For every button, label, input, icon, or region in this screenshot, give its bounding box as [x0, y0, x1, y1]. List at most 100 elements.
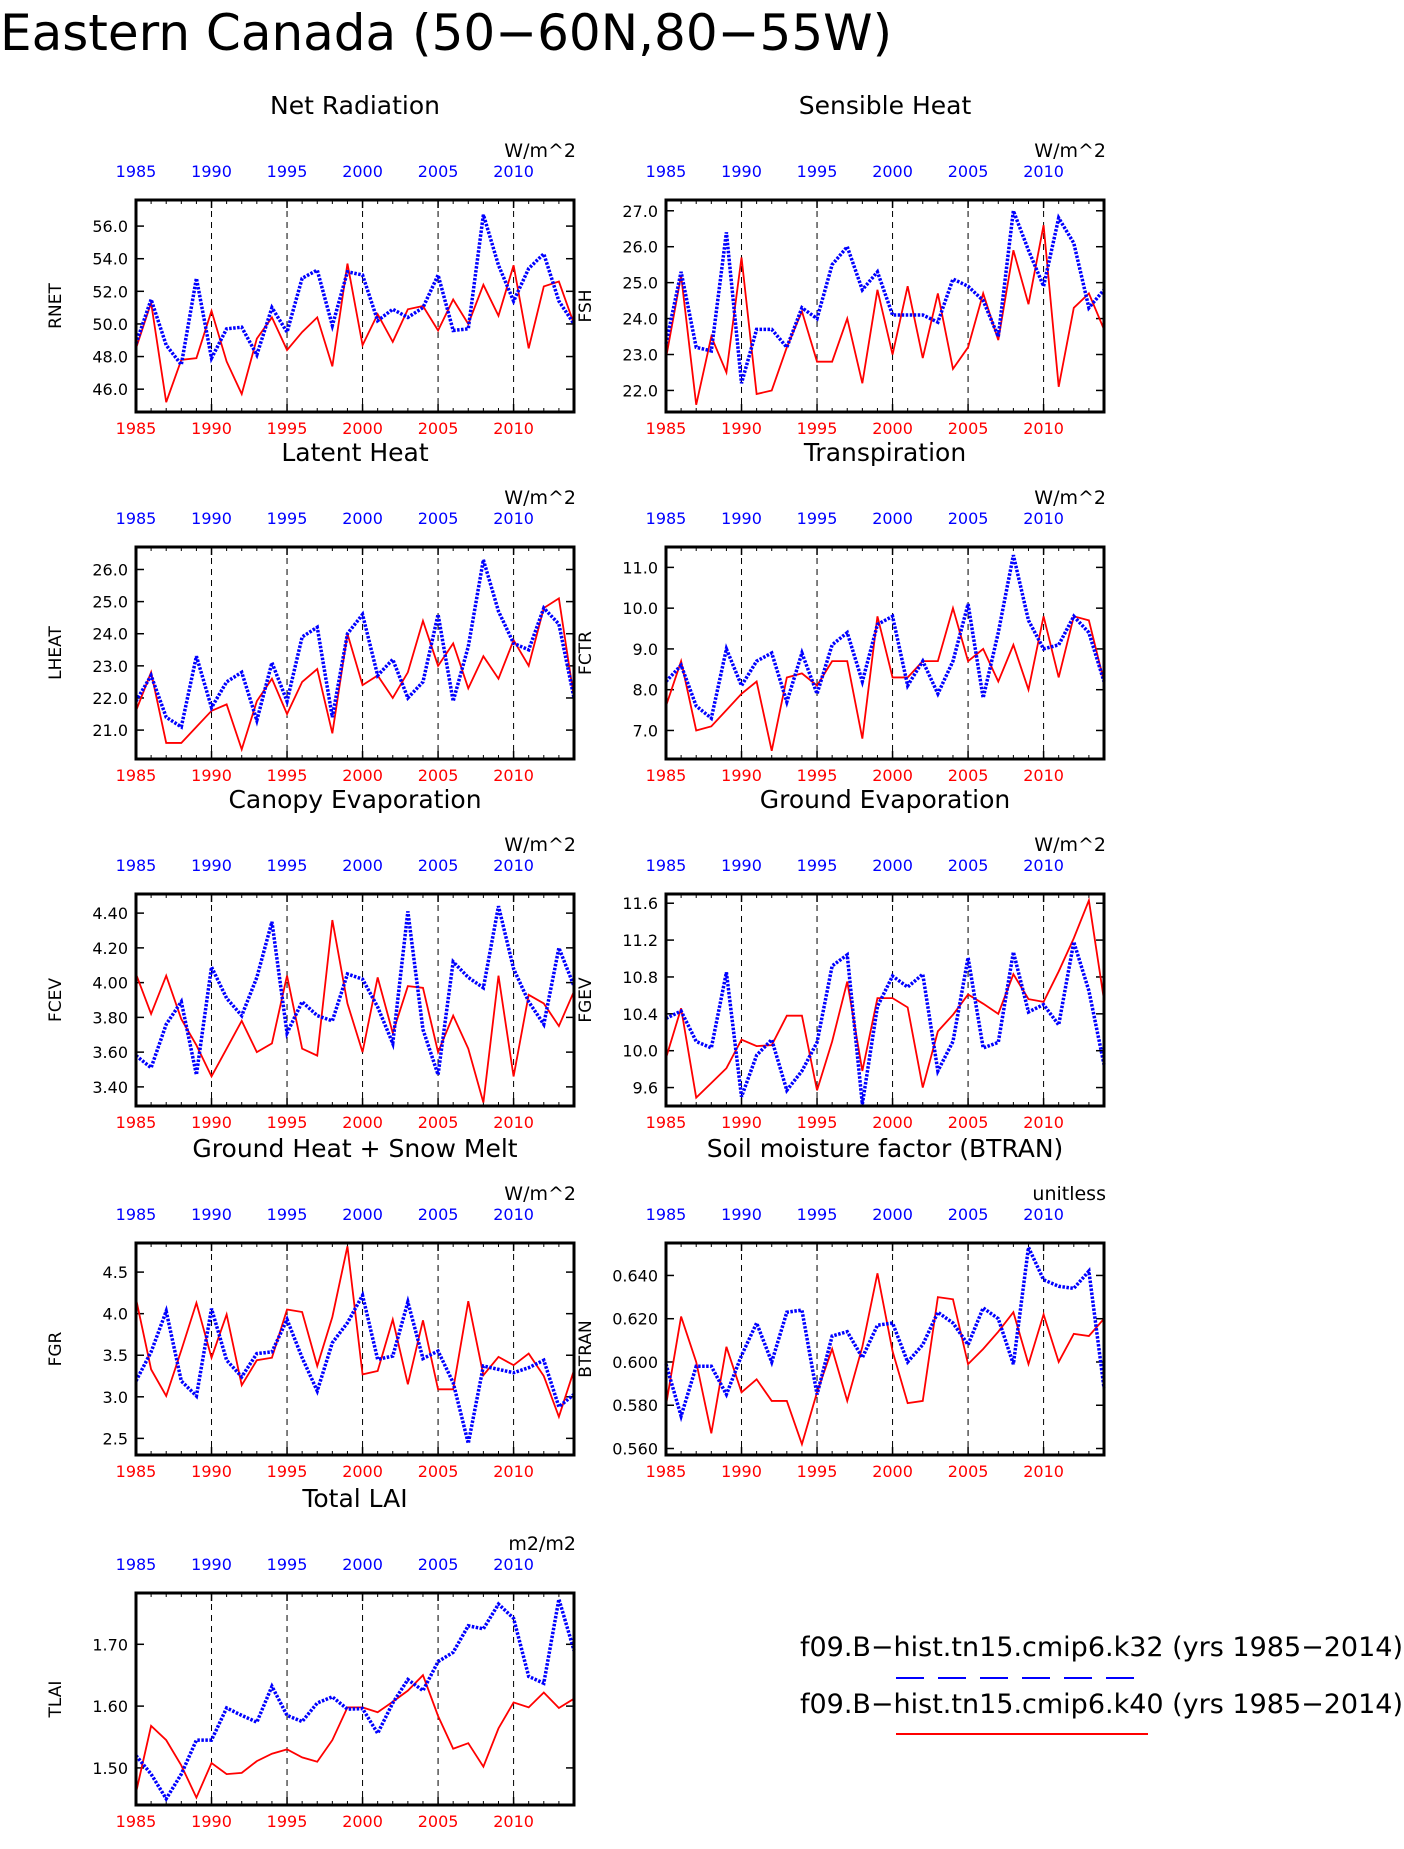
- x-tick-label-top: 1995: [267, 162, 308, 181]
- y-tick-label: 7.0: [633, 721, 658, 740]
- y-axis-label: FSH: [576, 289, 596, 322]
- x-tick-label-bottom: 2010: [493, 1113, 534, 1132]
- y-tick-label: 24.0: [622, 310, 658, 329]
- x-tick-label-top: 1985: [116, 509, 157, 528]
- y-tick-label: 0.620: [612, 1310, 658, 1329]
- x-tick-label-bottom: 1990: [191, 1812, 232, 1831]
- x-tick-label-top: 2000: [872, 509, 913, 528]
- x-tick-label-top: 1990: [191, 1205, 232, 1224]
- y-tick-label: 23.0: [622, 346, 658, 365]
- x-tick-label-top: 2010: [1023, 1205, 1064, 1224]
- legend: f09.B−hist.tn15.cmip6.k32 (yrs 1985−2014…: [800, 1632, 1403, 1735]
- units-label: W/m^2: [504, 487, 576, 509]
- chart-title: Transpiration: [803, 438, 966, 467]
- x-tick-label-top: 2000: [872, 856, 913, 875]
- y-tick-label: 3.5: [103, 1346, 128, 1365]
- x-tick-label-bottom: 2005: [418, 1113, 459, 1132]
- y-tick-label: 25.0: [92, 593, 128, 612]
- y-axis-label: FCEV: [46, 978, 66, 1022]
- x-tick-label-top: 1995: [267, 1205, 308, 1224]
- x-tick-label-bottom: 1990: [191, 1462, 232, 1481]
- x-tick-label-bottom: 1985: [646, 1113, 687, 1132]
- page-title: Eastern Canada (50−60N,80−55W): [0, 4, 892, 62]
- x-tick-label-top: 2010: [1023, 509, 1064, 528]
- y-tick-label: 52.0: [92, 282, 128, 301]
- x-tick-label-bottom: 1995: [267, 1462, 308, 1481]
- y-axis-label: FGR: [46, 1331, 66, 1366]
- y-tick-label: 54.0: [92, 250, 128, 269]
- series-line-k40: [665, 224, 1105, 406]
- x-tick-label-top: 2005: [948, 162, 989, 181]
- x-tick-label-top: 1985: [646, 509, 687, 528]
- chart-title: Latent Heat: [281, 438, 429, 467]
- series-line-k40: [135, 1673, 575, 1800]
- x-tick-label-bottom: 2010: [1023, 1462, 1064, 1481]
- x-tick-label-top: 1985: [116, 1205, 157, 1224]
- x-tick-label-bottom: 1995: [797, 1113, 838, 1132]
- y-axis-label: FCTR: [576, 631, 596, 675]
- series-line-k32: [134, 1598, 576, 1803]
- series-line-k32: [134, 214, 576, 369]
- y-tick-label: 3.0: [103, 1388, 128, 1407]
- plot-frame: [134, 545, 576, 761]
- series-line-k32: [665, 941, 1106, 1105]
- units-label: W/m^2: [1034, 140, 1106, 162]
- x-tick-label-bottom: 2005: [948, 1462, 989, 1481]
- x-tick-label-top: 1995: [797, 856, 838, 875]
- y-tick-label: 23.0: [92, 657, 128, 676]
- x-tick-label-bottom: 1985: [116, 1113, 157, 1132]
- chart-btran: Soil moisture factor (BTRAN) unitless BTRA…: [576, 1134, 1106, 1481]
- y-tick-label: 11.0: [622, 558, 658, 577]
- x-tick-label-top: 2010: [493, 509, 534, 528]
- legend-entry-k40-label: f09.B−hist.tn15.cmip6.k40 (yrs 1985−2014…: [800, 1689, 1403, 1720]
- y-tick-label: 3.80: [92, 1008, 128, 1027]
- plot-frame: [134, 198, 576, 414]
- series-line-k32: [664, 1241, 1106, 1423]
- x-tick-label-top: 1985: [116, 162, 157, 181]
- chart-title: Soil moisture factor (BTRAN): [707, 1134, 1064, 1163]
- x-tick-label-top: 2005: [418, 162, 459, 181]
- chart-ground-heat-snow-melt: Ground Heat + Snow Melt W/m^2 FGR 1985 1985 1…: [46, 1134, 576, 1481]
- x-tick-label-top: 2000: [342, 1555, 383, 1574]
- plot-frame: [664, 198, 1106, 414]
- chart-panels: Net Radiation W/m^2 RNET 1985 1985 1990 1990 19…: [46, 91, 1106, 1831]
- units-label: W/m^2: [504, 140, 576, 162]
- y-tick-label: 21.0: [92, 721, 128, 740]
- y-tick-label: 27.0: [622, 202, 658, 221]
- y-tick-label: 25.0: [622, 274, 658, 293]
- series-line-k40: [135, 263, 575, 403]
- x-tick-label-top: 2005: [418, 856, 459, 875]
- series-line-k40: [135, 1246, 575, 1420]
- y-axis-label: RNET: [46, 283, 66, 329]
- x-tick-label-bottom: 2005: [418, 766, 459, 785]
- y-tick-label: 3.40: [92, 1078, 128, 1097]
- x-tick-label-top: 2000: [872, 1205, 913, 1224]
- chart-ground-evaporation: Ground Evaporation W/m^2 FGEV 1985 1985 1990 1…: [576, 785, 1106, 1132]
- x-tick-label-top: 1990: [191, 856, 232, 875]
- x-tick-label-top: 1995: [267, 856, 308, 875]
- x-tick-label-top: 2010: [1023, 856, 1064, 875]
- x-tick-label-bottom: 1990: [191, 419, 232, 438]
- chart-sensible-heat: Sensible Heat W/m^2 FSH 1985 1985 1990 1990 199…: [576, 91, 1106, 438]
- plot-frame: [664, 1241, 1106, 1457]
- x-tick-label-bottom: 2005: [948, 419, 989, 438]
- x-tick-label-bottom: 2010: [493, 1462, 534, 1481]
- x-tick-label-bottom: 1995: [267, 1113, 308, 1132]
- x-tick-label-top: 2005: [948, 1205, 989, 1224]
- y-tick-label: 50.0: [92, 315, 128, 334]
- x-tick-label-bottom: 2010: [493, 1812, 534, 1831]
- units-label: unitless: [1032, 1183, 1106, 1205]
- x-tick-label-top: 1995: [267, 509, 308, 528]
- x-tick-label-top: 2010: [493, 856, 534, 875]
- x-tick-label-bottom: 2005: [948, 766, 989, 785]
- y-tick-label: 4.20: [92, 939, 128, 958]
- x-tick-label-bottom: 1990: [191, 1113, 232, 1132]
- series-line-k40: [665, 897, 1105, 1100]
- x-tick-label-bottom: 2010: [493, 766, 534, 785]
- x-tick-label-bottom: 1995: [267, 1812, 308, 1831]
- x-tick-label-bottom: 2005: [418, 419, 459, 438]
- x-tick-label-bottom: 2005: [418, 1462, 459, 1481]
- series-line-k40: [135, 919, 575, 1103]
- x-tick-label-bottom: 1985: [646, 1462, 687, 1481]
